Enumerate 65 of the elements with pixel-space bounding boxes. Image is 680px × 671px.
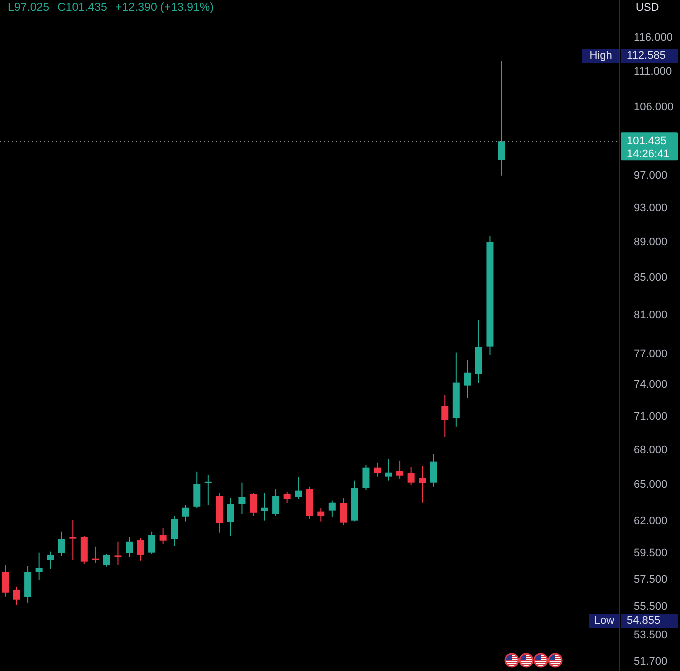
candlestick (442, 394, 449, 438)
candlestick (374, 462, 381, 478)
annotation: High (590, 50, 612, 62)
y-tick-label: 51.700 (634, 656, 668, 668)
candlestick (362, 464, 370, 490)
candlestick (70, 520, 77, 561)
candlestick (47, 551, 54, 570)
candlestick (204, 474, 212, 506)
y-tick-label: 53.500 (634, 630, 668, 642)
candlestick (114, 541, 122, 566)
candlestick (464, 360, 472, 399)
annotation: L97.025 (8, 2, 50, 14)
y-tick-label: 62.000 (634, 516, 668, 528)
annotation: Low (594, 615, 615, 628)
candlestick (2, 564, 9, 598)
candlestick (385, 458, 392, 482)
candlestick (396, 460, 404, 480)
candlestick (103, 554, 110, 568)
candlestick (318, 508, 325, 522)
candlestick (194, 471, 201, 509)
candlestick (328, 500, 336, 518)
candlestick (182, 504, 190, 522)
y-tick-label: 85.000 (634, 272, 668, 284)
y-tick-label: 116.000 (634, 32, 673, 44)
candlestick (284, 491, 291, 504)
candlestick (340, 498, 348, 526)
y-tick-label: 111.000 (634, 66, 672, 78)
annotation: C101.435 (58, 2, 108, 14)
candlestick (419, 466, 426, 504)
candlestick (272, 489, 280, 517)
y-tick-label: 57.500 (634, 574, 668, 586)
annotation: +12.390 (+13.91%) (115, 2, 214, 14)
y-tick-label: 71.000 (634, 411, 668, 424)
ref-line-label: 101.435 (627, 136, 667, 148)
candlestick (171, 516, 178, 547)
candlestick (148, 531, 156, 555)
y-tick-label: 59.500 (634, 547, 668, 560)
y-tick-label: 89.000 (634, 236, 668, 249)
candlestick (430, 454, 438, 488)
candlestick (408, 466, 415, 486)
y-tick-label: 77.000 (634, 348, 668, 360)
candlestick (126, 536, 133, 558)
y-tick-label: 65.000 (634, 479, 668, 492)
candlestick (137, 538, 144, 562)
y-tick-label: 74.000 (634, 379, 668, 392)
text: 14:26:41 (627, 148, 670, 161)
y-tick-label: 55.500 (634, 601, 668, 614)
y-tick-label: 93.000 (634, 202, 668, 215)
candlestick (250, 492, 257, 517)
candlestick (498, 60, 505, 176)
candlestick (261, 492, 268, 522)
candlestick (13, 586, 20, 606)
y-tick-label: 68.000 (634, 444, 668, 456)
y-tick-label: 97.000 (634, 170, 668, 182)
y-tick-label: 106.000 (634, 102, 674, 114)
candlestick (36, 552, 43, 581)
y-axis-title: USD (636, 2, 660, 14)
candlestick (58, 531, 66, 557)
candlestick (160, 528, 167, 545)
y-tick-label: 81.000 (634, 309, 668, 322)
candlestick (238, 482, 246, 515)
candlestick (295, 476, 302, 500)
text: 112.585 (627, 50, 666, 62)
text: 54.855 (627, 615, 661, 628)
candlestick (227, 498, 234, 537)
